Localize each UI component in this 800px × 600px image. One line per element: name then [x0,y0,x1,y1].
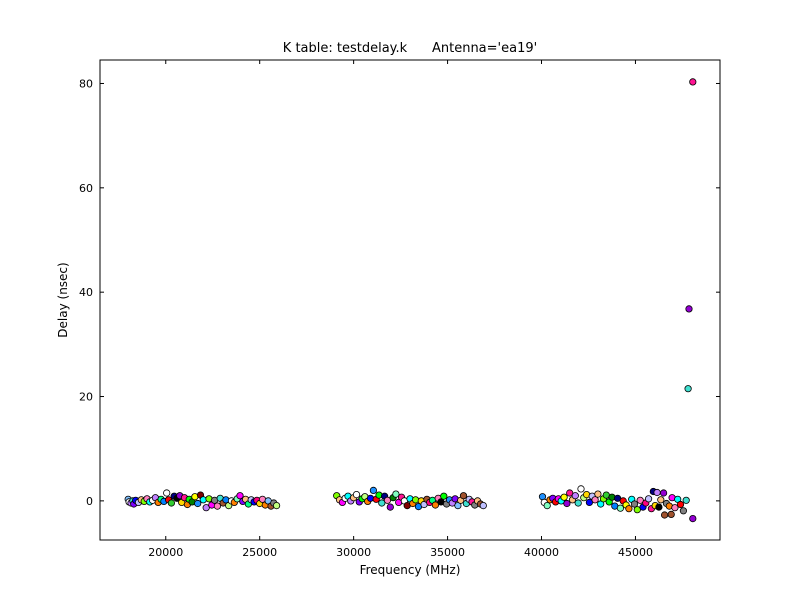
data-point [479,501,487,510]
data-point [633,506,641,514]
data-point [616,504,625,512]
data-point [594,490,602,498]
data-point [667,510,675,519]
data-points [124,78,697,523]
data-point [657,496,665,504]
data-point [386,503,394,511]
data-point [689,514,697,523]
data-point [591,496,599,504]
data-point [684,385,692,393]
data-point [199,496,207,504]
data-point [685,305,693,313]
data-point [653,488,661,497]
data-point [676,500,685,509]
data-point [585,498,594,506]
data-point [431,501,439,509]
data-point [574,499,582,507]
data-point [213,502,221,510]
x-tick-label: 25000 [242,546,277,559]
data-point [671,504,679,512]
data-point [625,505,633,513]
data-point [167,499,175,507]
chart-title: K table: testdelay.k Antenna='ea19' [283,41,537,56]
data-point [682,496,690,504]
data-point [644,495,653,503]
data-point [392,490,400,498]
data-point [202,504,210,512]
data-point [679,507,688,515]
data-point [636,496,644,504]
x-tick-label: 30000 [336,546,371,559]
data-point [660,511,669,519]
data-point [689,78,697,86]
data-point [369,486,377,494]
data-point [566,489,574,497]
y-axis-label: Delay (nsec) [56,262,70,337]
data-point [163,489,171,497]
data-point [459,492,468,500]
y-tick-label: 0 [86,495,93,508]
x-tick-label: 45000 [618,546,653,559]
y-tick-label: 60 [79,182,93,195]
data-point [577,485,585,493]
data-point [560,493,568,501]
data-point [378,499,386,507]
data-point [411,496,420,504]
data-point [194,499,202,508]
x-tick-label: 40000 [524,546,559,559]
x-axis-label: Frequency (MHz) [360,563,461,577]
plot-area-frame [99,59,721,541]
y-tick-label: 20 [79,391,93,404]
y-tick-label: 80 [79,77,93,90]
data-point [236,492,244,500]
data-point [630,500,639,508]
data-point [659,489,668,497]
data-point [563,499,571,508]
y-tick-label: 40 [79,286,93,299]
axis-ticks: 20000 25000 30000 35000 40000 45000 0 20 40 60 80 [79,60,720,559]
data-point [440,492,448,500]
data-point [272,501,281,510]
data-point [655,503,663,511]
data-point [543,501,551,510]
data-point [352,490,361,499]
x-tick-label: 20000 [148,546,183,559]
data-point [571,492,579,500]
x-tick-label: 35000 [430,546,465,559]
data-point [366,494,375,502]
